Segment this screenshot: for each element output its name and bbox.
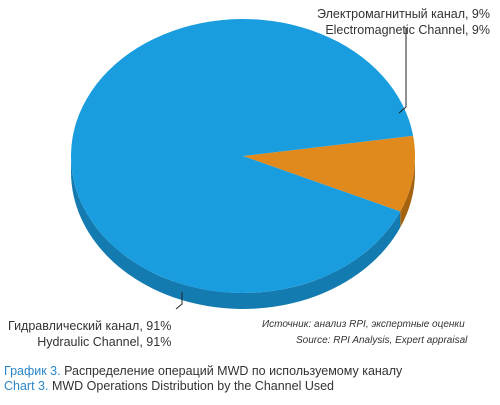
leader-line-hydraulic xyxy=(175,292,183,310)
slice-label-ru: Электромагнитный канал, 9% xyxy=(317,7,490,21)
pie-slice-electromagnetic xyxy=(243,135,416,212)
slice-label-hydraulic: Гидравлический канал, 91% Hydraulic Chan… xyxy=(8,318,171,350)
slice-label-en: Hydraulic Channel, 91% xyxy=(37,335,172,349)
caption-lead: Chart 3. xyxy=(4,379,49,393)
source-note-ru: Источник: анализ RPI, экспертные оценки xyxy=(262,319,465,330)
source-note: Источник: анализ RPI, экспертные оценки … xyxy=(262,317,467,349)
caption-ru: График 3. Распределение операций MWD по … xyxy=(4,364,402,379)
caption-text: Распределение операций MWD по используем… xyxy=(60,364,403,378)
caption-text: MWD Operations Distribution by the Chann… xyxy=(48,379,335,393)
slice-label-electromagnetic: Электромагнитный канал, 9% Electromagnet… xyxy=(317,6,490,38)
source-note-en: Source: RPI Analysis, Expert appraisal xyxy=(296,335,468,346)
caption-lead: График 3. xyxy=(4,364,61,378)
leader-line-electromagnetic xyxy=(398,28,407,114)
slice-label-en: Electromagnetic Channel, 9% xyxy=(325,23,490,37)
pie-top-face xyxy=(71,18,416,293)
pie-side-electromagnetic xyxy=(400,156,415,228)
pie-slice-hydraulic xyxy=(71,18,414,293)
pie-side-wall xyxy=(71,156,415,309)
caption-en: Chart 3. MWD Operations Distribution by … xyxy=(4,379,402,394)
slice-label-ru: Гидравлический канал, 91% xyxy=(8,319,172,333)
chart-captions: График 3. Распределение операций MWD по … xyxy=(4,364,402,394)
